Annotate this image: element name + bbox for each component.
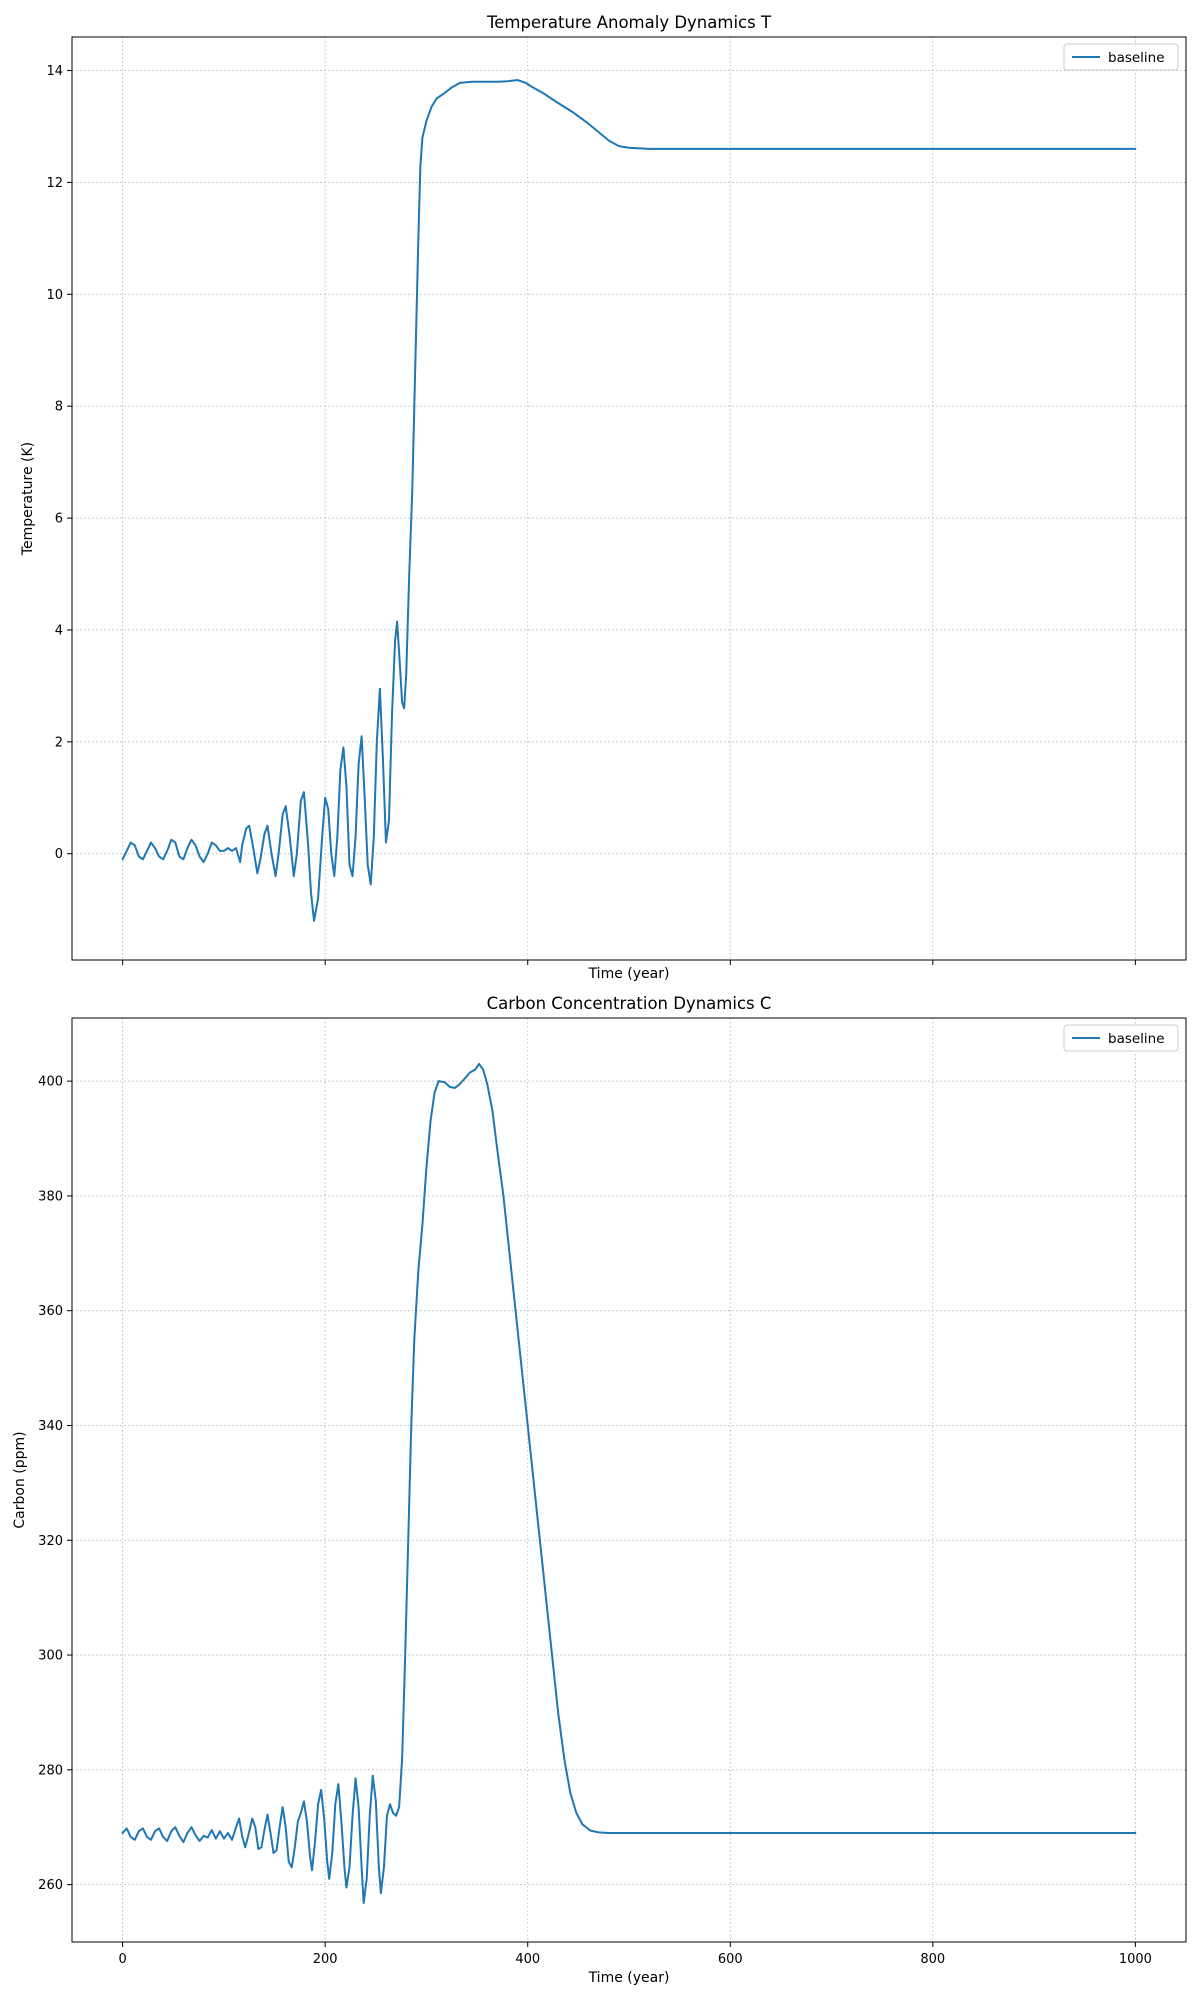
y-tick-label: 280 [38,1763,63,1778]
y-tick-label: 260 [38,1878,63,1893]
y-tick-label: 6 [55,512,63,527]
x-tick-label: 200 [313,1952,338,1967]
y-tick-label: 360 [38,1304,63,1319]
y-tick-label: 4 [55,623,63,638]
chart-panel-1: 0 2 4 6 8 10 12 14 Temperature Anomaly Dynamics … [20,13,1187,982]
y-tick-label: 8 [55,400,63,415]
y-tick-label: 320 [38,1534,63,1549]
y-axis-label: Carbon (ppm) [12,1431,28,1528]
series-line-baseline [121,79,1137,922]
y-tick-label: 340 [38,1419,63,1434]
legend: baseline [1063,1024,1179,1052]
legend-box [1063,43,1179,71]
y-tick-label: 2 [55,735,63,750]
y-tick-label: 300 [38,1649,63,1664]
y-tick-label: 0 [55,847,63,862]
series-line-baseline [121,1062,1137,1904]
y-tick-label: 12 [46,176,63,191]
panels: 0 2 4 6 8 10 12 14 Temperature Anomaly Dynamics … [12,13,1187,1986]
chart-title: Carbon Concentration Dynamics C [487,994,772,1013]
x-tick-label: 600 [718,1952,743,1967]
legend-label: baseline [1108,1031,1165,1047]
x-axis-label: Time (year) [588,966,670,982]
legend-box [1063,1024,1179,1052]
x-tick-label: 400 [515,1952,540,1967]
plot-frame [71,1017,1187,1943]
chart-panel-2: 0 200 400 600 800 1000 260 280 300 320 340 360 380 40… [12,994,1187,1986]
y-axis-label: Temperature (K) [20,442,36,556]
legend-label: baseline [1108,50,1165,66]
x-tick-label: 800 [920,1952,945,1967]
x-tick-label: 0 [118,1952,126,1967]
y-tick-label: 380 [38,1189,63,1204]
y-tick-label: 10 [46,288,63,303]
y-tick-label: 14 [46,64,63,79]
x-axis-label: Time (year) [588,1970,670,1986]
y-tick-label: 400 [38,1075,63,1090]
legend: baseline [1063,43,1179,71]
chart-title: Temperature Anomaly Dynamics T [486,13,772,32]
plot-frame [71,36,1187,961]
x-tick-label: 1000 [1119,1952,1152,1967]
